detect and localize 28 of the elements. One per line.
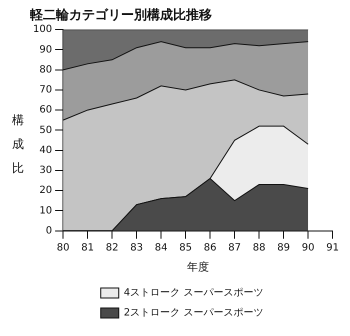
y-tick-label: 50 bbox=[39, 124, 52, 136]
x-tick-label: 83 bbox=[130, 242, 143, 254]
x-tick-label: 89 bbox=[277, 242, 290, 254]
x-tick-label: 87 bbox=[228, 242, 241, 254]
x-tick-label: 86 bbox=[204, 242, 216, 254]
y-tick-label: 0 bbox=[46, 225, 52, 236]
y-tick-label: 40 bbox=[39, 144, 52, 156]
y-tick-label: 10 bbox=[39, 205, 52, 216]
legend-label: 4ストローク スーパースポーツ bbox=[124, 288, 264, 299]
x-axis-title: 年度 bbox=[186, 260, 209, 274]
y-tick-label: 20 bbox=[39, 185, 52, 196]
x-tick-label: 82 bbox=[106, 242, 118, 254]
chart-title: 軽二輪カテゴリー別構成比推移 bbox=[29, 8, 212, 24]
y-tick-label: 30 bbox=[39, 165, 52, 176]
y-tick-label: 100 bbox=[32, 24, 52, 36]
y-tick-label: 70 bbox=[39, 84, 52, 96]
y-axis-title: 構成比 bbox=[12, 112, 25, 177]
x-tick-label: 91 bbox=[326, 242, 340, 254]
y-tick-label: 60 bbox=[39, 104, 52, 116]
x-tick-label: 85 bbox=[179, 242, 192, 254]
legend-label: 2ストローク スーパースポーツ bbox=[124, 308, 264, 319]
x-tick-label: 81 bbox=[81, 242, 94, 254]
x-tick-label: 88 bbox=[252, 242, 266, 254]
x-tick-label: 80 bbox=[56, 242, 70, 254]
x-tick-label: 90 bbox=[302, 242, 314, 254]
y-tick-label: 90 bbox=[39, 44, 52, 56]
y-tick-label: 80 bbox=[39, 64, 52, 76]
x-tick-label: 84 bbox=[154, 242, 168, 254]
